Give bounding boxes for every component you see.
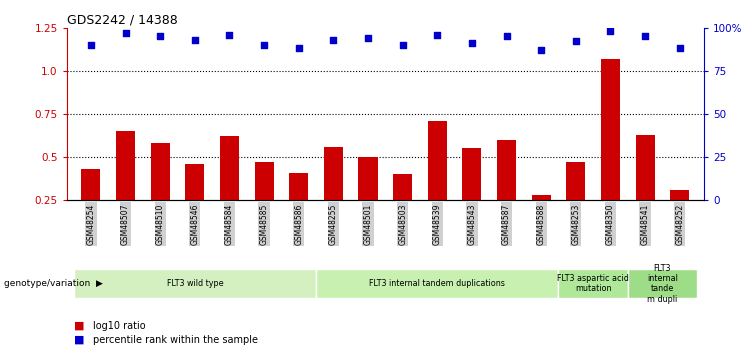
Text: GSM48539: GSM48539 [433,204,442,245]
Text: GSM48253: GSM48253 [571,204,580,245]
Bar [220,136,239,243]
Text: GSM48255: GSM48255 [329,204,338,245]
Text: FLT3 aspartic acid
mutation: FLT3 aspartic acid mutation [557,274,629,294]
Bar [497,140,516,243]
Text: GSM48586: GSM48586 [294,204,303,245]
Point [535,47,547,53]
Point [119,30,131,36]
Text: FLT3
internal
tande
m dupli: FLT3 internal tande m dupli [647,264,678,304]
Bar [82,169,101,243]
Point [674,46,685,51]
Text: GSM48543: GSM48543 [468,204,476,245]
Point [224,32,236,37]
Text: GSM48350: GSM48350 [606,204,615,245]
Text: GSM48587: GSM48587 [502,204,511,245]
Text: genotype/variation  ▶: genotype/variation ▶ [4,279,102,288]
Text: FLT3 wild type: FLT3 wild type [167,279,223,288]
Bar [359,157,377,243]
Point [258,42,270,48]
Point [639,33,651,39]
Bar [393,174,412,243]
Point [570,39,582,44]
Point [328,37,339,42]
Bar [150,143,170,243]
Point [189,37,201,42]
Point [85,42,97,48]
Point [293,46,305,51]
Text: GSM48584: GSM48584 [225,204,234,245]
Text: GSM48588: GSM48588 [536,204,545,245]
Text: log10 ratio: log10 ratio [93,321,145,331]
Bar [636,135,654,243]
Text: percentile rank within the sample: percentile rank within the sample [93,335,258,345]
Text: GSM48501: GSM48501 [364,204,373,245]
Text: ■: ■ [74,335,84,345]
Point [605,28,617,34]
Text: FLT3 internal tandem duplications: FLT3 internal tandem duplications [369,279,505,288]
Bar [185,164,205,243]
Point [362,35,374,41]
Text: GSM48507: GSM48507 [121,204,130,245]
Text: GSM48510: GSM48510 [156,204,165,245]
Bar [601,59,620,243]
Bar [289,172,308,243]
Point [396,42,408,48]
Text: GSM48546: GSM48546 [190,204,199,245]
Bar [428,121,447,243]
Text: ■: ■ [74,321,84,331]
Point [466,40,478,46]
Text: GSM48252: GSM48252 [675,204,684,245]
Text: GSM48503: GSM48503 [398,204,407,245]
Bar [116,131,135,243]
Point [431,32,443,37]
Bar [670,190,689,243]
Bar [324,147,343,243]
Point [154,33,166,39]
Text: GDS2242 / 14388: GDS2242 / 14388 [67,13,177,27]
Bar [462,148,482,243]
Text: GSM48541: GSM48541 [640,204,650,245]
Text: GSM48585: GSM48585 [259,204,268,245]
Text: GSM48254: GSM48254 [87,204,96,245]
Point [501,33,513,39]
Bar [531,195,551,243]
Bar [566,162,585,243]
Bar [255,162,273,243]
